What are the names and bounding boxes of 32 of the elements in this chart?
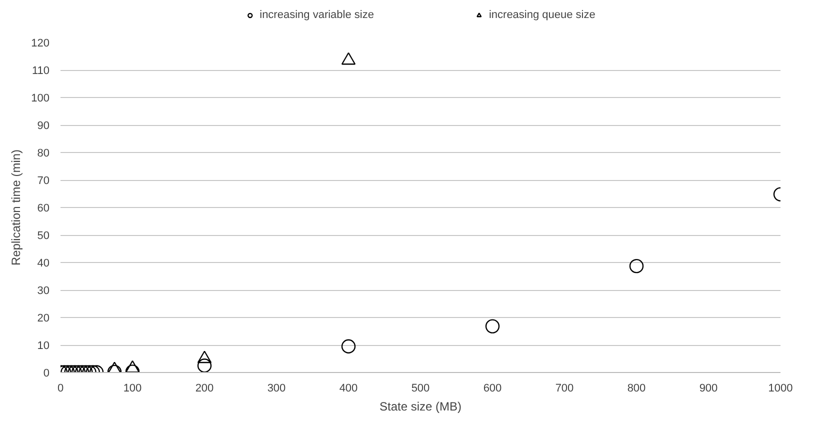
x-tick-label: 800: [627, 382, 646, 394]
point: [125, 360, 140, 372]
legend-label: increasing variable size: [260, 9, 374, 21]
x-tick-label: 1000: [768, 382, 793, 394]
y-tick-label: 70: [37, 175, 50, 187]
point: [197, 350, 212, 364]
y-tick-label: 100: [31, 92, 50, 104]
x-tick-label: 100: [123, 382, 142, 394]
point: [629, 258, 644, 274]
legend-label: increasing queue size: [488, 9, 596, 21]
y-tick-label: 120: [31, 38, 50, 50]
x-tick-label: 0: [57, 382, 64, 394]
point: [107, 362, 122, 372]
y-tick-label: 0: [43, 368, 50, 380]
y-tick-label: 50: [37, 230, 50, 242]
y-tick-label: 20: [37, 312, 50, 324]
x-tick-label: 400: [339, 382, 358, 394]
x-tick-label: 300: [267, 382, 286, 394]
y-tick-label: 80: [37, 148, 50, 160]
y-tick-label: 60: [37, 202, 50, 214]
y-tick-label: 30: [37, 285, 50, 297]
x-tick-label: 600: [483, 382, 502, 394]
x-tick-label: 500: [411, 382, 430, 394]
y-axis-title: Replication time (min): [9, 149, 24, 266]
x-tick-label: 900: [699, 382, 718, 394]
y-tick-label: 90: [37, 120, 50, 132]
x-axis-title: State size (MB): [379, 400, 462, 414]
y-tick-label: 10: [37, 340, 50, 352]
x-tick-label: 700: [555, 382, 574, 394]
y-tick-label: 40: [37, 258, 50, 270]
x-tick-label: 200: [195, 382, 214, 394]
y-tick-label: 110: [32, 65, 50, 77]
